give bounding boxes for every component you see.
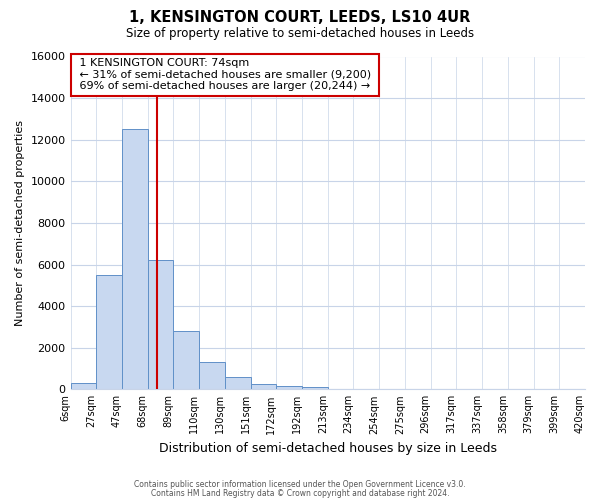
Text: 1 KENSINGTON COURT: 74sqm 
 ← 31% of semi-detached houses are smaller (9,200) 
 : 1 KENSINGTON COURT: 74sqm ← 31% of semi-… [76, 58, 374, 92]
Text: 1, KENSINGTON COURT, LEEDS, LS10 4UR: 1, KENSINGTON COURT, LEEDS, LS10 4UR [130, 10, 470, 25]
Text: Contains HM Land Registry data © Crown copyright and database right 2024.: Contains HM Land Registry data © Crown c… [151, 488, 449, 498]
X-axis label: Distribution of semi-detached houses by size in Leeds: Distribution of semi-detached houses by … [159, 442, 497, 455]
Y-axis label: Number of semi-detached properties: Number of semi-detached properties [15, 120, 25, 326]
Bar [173, 331, 199, 390]
Text: Size of property relative to semi-detached houses in Leeds: Size of property relative to semi-detach… [126, 28, 474, 40]
Bar [96, 275, 122, 390]
Bar [148, 260, 173, 390]
Bar [71, 383, 96, 390]
Bar [122, 130, 148, 390]
Bar [251, 384, 277, 390]
Text: Contains public sector information licensed under the Open Government Licence v3: Contains public sector information licen… [134, 480, 466, 489]
Bar [225, 377, 251, 390]
Bar [302, 387, 328, 390]
Bar [277, 386, 302, 390]
Bar [199, 362, 225, 390]
